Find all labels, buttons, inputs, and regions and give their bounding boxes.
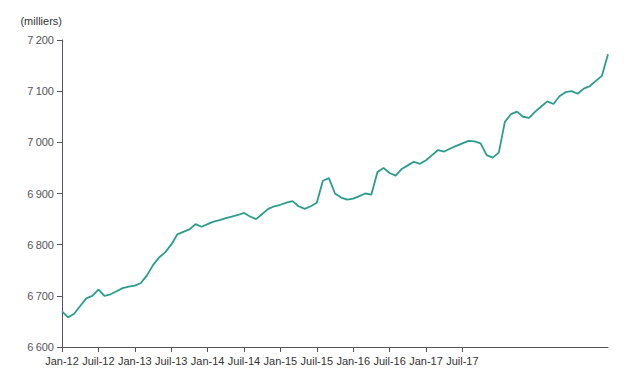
svg-text:Jan-17: Jan-17 [409, 355, 443, 367]
svg-text:6 800: 6 800 [27, 239, 54, 251]
svg-text:Jan-16: Jan-16 [336, 355, 370, 367]
svg-text:Jan-14: Jan-14 [191, 355, 225, 367]
svg-text:7 100: 7 100 [27, 85, 54, 97]
svg-text:Juil-17: Juil-17 [446, 355, 478, 367]
svg-text:Jan-13: Jan-13 [118, 355, 152, 367]
svg-text:Jan-12: Jan-12 [45, 355, 79, 367]
svg-text:Juil-16: Juil-16 [373, 355, 405, 367]
svg-text:(milliers): (milliers) [20, 15, 62, 27]
svg-text:Juil-15: Juil-15 [301, 355, 333, 367]
svg-text:Juil-13: Juil-13 [155, 355, 187, 367]
svg-text:6 900: 6 900 [27, 188, 54, 200]
svg-text:7 000: 7 000 [27, 136, 54, 148]
svg-text:Jan-15: Jan-15 [264, 355, 298, 367]
svg-text:Juil-12: Juil-12 [82, 355, 114, 367]
svg-text:6 600: 6 600 [27, 341, 54, 353]
svg-text:6 700: 6 700 [27, 290, 54, 302]
svg-text:Juil-14: Juil-14 [228, 355, 260, 367]
svg-text:7 200: 7 200 [27, 34, 54, 46]
